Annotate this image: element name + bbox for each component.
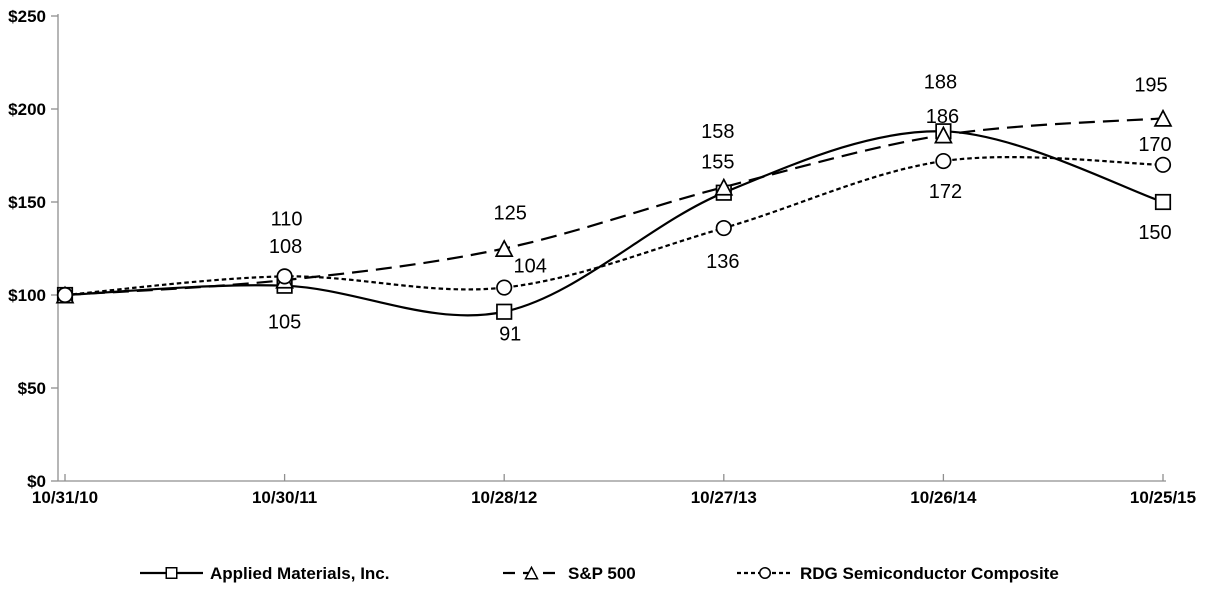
data-labels: 105 91 155 188 150 108 125 158 186 195 110 104 136 17… [268, 71, 1172, 345]
data-point-label: 136 [706, 251, 739, 273]
series-line-s-p-500 [64, 117, 1164, 297]
data-point-label: 195 [1134, 74, 1167, 96]
legend-item-rdg-semiconductor-composite: RDG Semiconductor Composite [737, 564, 1059, 583]
square-marker-icon [165, 567, 178, 579]
x-axis-tick-label: 10/31/10 [32, 488, 98, 507]
series-markers-rdg-semiconductor-composite [56, 152, 1172, 304]
y-axis-tick-label: $150 [8, 193, 46, 212]
circle-marker-icon [496, 279, 513, 296]
legend-label: Applied Materials, Inc. [210, 564, 390, 583]
circle-marker-icon [56, 286, 74, 304]
data-point-label: 188 [924, 71, 957, 93]
y-axis-tick-label: $200 [8, 100, 46, 119]
circle-marker-icon [759, 567, 771, 579]
x-axis-tick-label: 10/27/13 [691, 488, 757, 507]
data-point-label: 150 [1138, 222, 1171, 244]
x-axis-tick-label: 10/28/12 [471, 488, 537, 507]
data-point-label: 104 [514, 256, 547, 278]
x-axis-tick-label: 10/25/15 [1130, 488, 1196, 507]
data-point-label: 125 [494, 203, 527, 225]
y-axis-tick-label: $50 [18, 379, 46, 398]
y-axis-tick-label: $0 [27, 472, 46, 491]
data-point-label: 108 [269, 236, 302, 258]
y-axis-tick-label: $100 [8, 286, 46, 305]
circle-marker-icon [276, 268, 293, 285]
legend-item-applied-materials-inc: Applied Materials, Inc. [140, 564, 390, 583]
data-point-label: 155 [701, 152, 734, 174]
series-markers-s-p-500 [55, 108, 1173, 304]
data-point-label: 158 [701, 121, 734, 143]
data-point-label: 91 [499, 324, 521, 346]
series-line-rdg-semiconductor-composite [64, 156, 1164, 297]
chart-legend: Applied Materials, Inc. S&P 500 RDG Semico… [140, 564, 1059, 583]
triangle-marker-icon [494, 239, 514, 257]
circle-marker-icon [935, 152, 952, 170]
triangle-marker-icon [714, 177, 734, 196]
legend-label: RDG Semiconductor Composite [800, 564, 1059, 583]
circle-marker-icon [1154, 156, 1172, 173]
legend-item-s-p-500: S&P 500 [503, 564, 636, 583]
y-axis-tick-label: $250 [8, 7, 46, 26]
x-axis-tick-label: 10/30/11 [252, 488, 317, 507]
series-markers-applied-materials-inc [56, 123, 1172, 320]
triangle-marker-icon [933, 125, 953, 144]
axes: $0 $50 $100 $150 $200 $250 10/31/10 10/30/11 10/… [8, 7, 1196, 507]
triangle-marker-icon [1153, 108, 1173, 127]
data-point-label: 186 [926, 106, 959, 128]
data-point-label: 170 [1138, 134, 1171, 156]
data-point-label: 105 [268, 312, 301, 334]
triangle-marker-icon [524, 565, 539, 580]
square-marker-icon [1154, 193, 1172, 211]
square-marker-icon [496, 303, 513, 320]
data-point-label: 110 [271, 208, 303, 230]
x-axis-tick-label: 10/26/14 [910, 488, 977, 507]
data-point-label: 172 [929, 181, 962, 203]
legend-label: S&P 500 [568, 564, 636, 583]
series-line-applied-materials-inc [64, 130, 1164, 317]
circle-marker-icon [715, 219, 732, 237]
